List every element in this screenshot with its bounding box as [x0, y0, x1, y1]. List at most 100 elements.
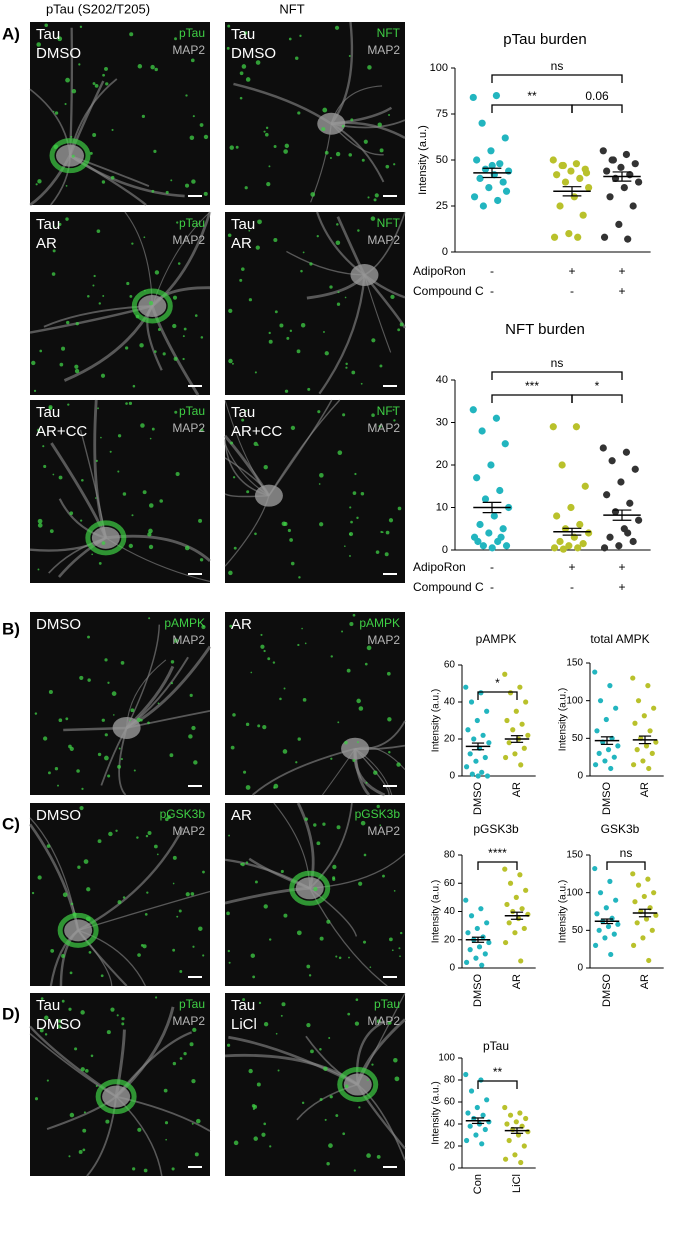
puncta — [379, 824, 382, 827]
data-point — [499, 525, 507, 533]
puncta — [155, 996, 158, 999]
puncta — [89, 151, 93, 155]
puncta — [245, 785, 251, 790]
data-point — [606, 533, 614, 541]
puncta — [144, 913, 148, 916]
data-point — [600, 233, 609, 241]
y-tick-label: 0 — [449, 1163, 455, 1174]
data-point — [649, 927, 655, 933]
puncta — [129, 719, 131, 722]
puncta — [329, 285, 333, 289]
puncta — [200, 428, 204, 432]
puncta — [244, 186, 248, 190]
puncta — [44, 1033, 48, 1036]
data-point — [603, 167, 611, 175]
puncta — [78, 1150, 83, 1154]
data-point — [467, 751, 473, 757]
puncta — [66, 320, 70, 325]
puncta — [198, 518, 203, 523]
puncta — [37, 523, 43, 528]
puncta — [300, 323, 306, 328]
puncta — [364, 662, 368, 666]
puncta — [79, 805, 84, 811]
puncta — [254, 371, 257, 374]
puncta — [113, 714, 115, 716]
puncta — [283, 149, 288, 154]
puncta — [79, 675, 84, 681]
puncta — [172, 948, 176, 952]
data-point — [599, 147, 607, 155]
condition-value: - — [490, 580, 494, 594]
puncta — [250, 671, 253, 674]
neurite — [318, 274, 366, 395]
data-point — [513, 708, 519, 714]
data-point — [478, 690, 484, 696]
puncta — [243, 31, 248, 35]
puncta — [388, 751, 391, 754]
data-point — [556, 202, 564, 210]
condition-label: Tau — [231, 26, 255, 43]
puncta — [376, 1019, 381, 1024]
stain-label: NFT — [377, 404, 401, 418]
puncta — [323, 330, 325, 333]
puncta — [50, 949, 55, 953]
puncta — [199, 123, 204, 127]
puncta — [151, 189, 155, 193]
data-point — [502, 939, 509, 946]
puncta — [330, 655, 333, 658]
puncta — [366, 645, 372, 651]
puncta — [147, 532, 152, 537]
condition-label: DMSO — [36, 616, 81, 633]
puncta — [163, 1088, 168, 1093]
cell-body — [295, 877, 324, 900]
data-point — [470, 193, 479, 201]
puncta — [304, 642, 307, 645]
y-axis-label: Intensity (a.u.) — [431, 689, 442, 752]
puncta — [95, 459, 98, 462]
condition-label: AR — [231, 616, 252, 633]
condition-value: - — [570, 284, 574, 298]
puncta — [133, 769, 136, 772]
x-tick-label: DMSO — [601, 974, 613, 1007]
y-tick-label: 100 — [566, 887, 583, 898]
puncta — [388, 114, 391, 117]
data-point — [521, 1143, 527, 1149]
condition-label: AR+CC — [36, 423, 87, 440]
puncta — [54, 111, 59, 115]
puncta — [302, 251, 305, 254]
image-background — [30, 400, 210, 583]
puncta — [136, 717, 141, 722]
puncta — [296, 349, 301, 354]
counterstain-label: MAP2 — [172, 824, 205, 838]
puncta — [306, 964, 311, 969]
puncta — [102, 295, 105, 297]
data-point — [606, 193, 614, 201]
condition-label: AR — [36, 235, 57, 252]
puncta — [387, 1020, 392, 1025]
puncta — [265, 132, 269, 137]
puncta — [357, 229, 360, 232]
puncta — [101, 718, 105, 722]
panel-label: B) — [2, 619, 20, 638]
y-tick-label: 100 — [430, 62, 448, 74]
data-point — [487, 461, 495, 469]
data-point — [613, 705, 619, 711]
cell-body — [112, 716, 141, 739]
puncta — [188, 734, 193, 739]
stain-ring — [337, 1067, 379, 1103]
puncta — [111, 691, 117, 696]
counterstain-label: MAP2 — [367, 421, 400, 435]
data-point — [476, 520, 484, 529]
puncta — [148, 544, 154, 550]
puncta — [328, 1143, 333, 1148]
data-point — [502, 1156, 509, 1162]
puncta — [53, 225, 56, 228]
data-point — [599, 444, 607, 452]
puncta — [172, 1061, 177, 1066]
puncta — [48, 771, 51, 775]
data-point — [463, 1137, 470, 1144]
y-tick-label: 10 — [436, 501, 448, 513]
data-point — [572, 160, 581, 168]
data-point — [484, 773, 491, 779]
puncta — [48, 406, 53, 411]
